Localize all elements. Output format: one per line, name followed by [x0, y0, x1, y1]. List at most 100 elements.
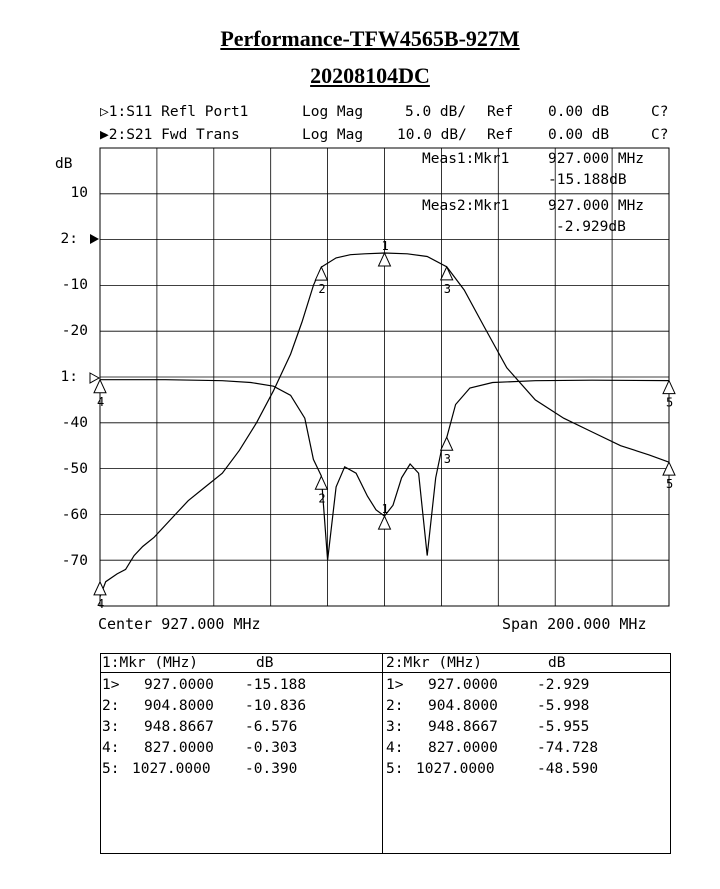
marker-triangle: [93, 580, 107, 596]
marker-triangle: [439, 436, 454, 451]
marker-number: 3: [444, 282, 451, 296]
marker-number: 5: [666, 396, 673, 410]
meas1-value: -15.188dB: [548, 172, 627, 188]
trace2-ref-value: 0.00 dB: [548, 127, 610, 143]
table-left-row-id: 3:: [102, 719, 120, 735]
trace1-ref: Ref: [487, 104, 514, 120]
marker-s21-5: 5: [662, 460, 676, 491]
marker-s21-2: 2: [314, 265, 329, 296]
y-tick-label: 2:: [60, 231, 78, 247]
table-right-row-value: -48.590: [537, 761, 599, 777]
marker-triangle: [662, 379, 676, 395]
marker-s21-1: 1: [377, 239, 392, 267]
trace2-format: Log Mag: [302, 127, 364, 143]
table-left-header-unit: dB: [256, 655, 274, 671]
chart-title: Performance-TFW4565B-927M: [220, 26, 520, 51]
y-tick-label: -10: [61, 277, 88, 293]
marker-table: [100, 653, 671, 854]
table-right-row-freq: 827.0000: [428, 740, 498, 756]
table-left-header-marker: 1:Mkr (MHz): [102, 655, 199, 671]
table-right-header-unit: dB: [548, 655, 566, 671]
marker-s11-3: 3: [439, 436, 454, 466]
y-tick-label: 1:: [60, 369, 78, 385]
marker-number: 5: [666, 477, 673, 491]
trace1-flag: C?: [651, 104, 669, 120]
marker-s11-4: 4: [93, 378, 107, 409]
y-tick-label: -50: [61, 461, 88, 477]
marker-number: 2: [318, 491, 325, 505]
table-left-row-freq: 1027.0000: [132, 761, 211, 777]
s21-ref-pointer: [90, 234, 99, 244]
trace2-scale: 10.0 dB/: [397, 127, 467, 143]
table-left-row-id: 2:: [102, 698, 120, 714]
marker-number: 4: [97, 395, 104, 409]
span-frequency: Span 200.000 MHz: [502, 615, 647, 633]
y-tick-label: -60: [61, 507, 88, 523]
marker-triangle: [377, 251, 392, 267]
table-right-row-freq: 927.0000: [428, 677, 498, 693]
chart-markers: 1 2 3 4 5 1 2 3 4 5: [93, 239, 676, 611]
meas2-value: -2.929dB: [556, 219, 626, 235]
y-unit-label: dB: [55, 156, 73, 172]
table-right-row-freq: 948.8667: [428, 719, 498, 735]
meas1-label: Meas1:Mkr1: [422, 151, 510, 167]
meas2-label: Meas2:Mkr1: [422, 198, 510, 214]
table-right-row-id: 5:: [386, 761, 404, 777]
marker-triangle: [314, 475, 329, 490]
table-right-row-value: -5.998: [537, 698, 590, 714]
table-right-row-value: -5.955: [537, 719, 590, 735]
y-tick-label: 10: [70, 185, 88, 201]
trace1-scale: 5.0 dB/: [405, 104, 467, 120]
y-tick-label: -20: [61, 323, 88, 339]
trace1-label: ▷1:S11 Refl Port1: [100, 104, 249, 120]
marker-number: 4: [97, 597, 104, 611]
s11-ref-pointer: [89, 372, 101, 384]
marker-number: 3: [444, 452, 451, 466]
center-frequency: Center 927.000 MHz: [98, 615, 261, 633]
table-right-row-value: -74.728: [537, 740, 599, 756]
table-right-row-id: 4:: [386, 740, 404, 756]
table-left-row-id: 1>: [102, 677, 120, 693]
table-left-row-freq: 904.8000: [144, 698, 214, 714]
chart-subtitle: 20208104DC: [310, 63, 430, 88]
table-right-row-freq: 904.8000: [428, 698, 498, 714]
marker-s11-5: 5: [662, 379, 676, 410]
marker-number: 2: [318, 282, 325, 296]
table-left-row-id: 4:: [102, 740, 120, 756]
table-right-header-marker: 2:Mkr (MHz): [386, 655, 483, 671]
table-left-row-freq: 948.8667: [144, 719, 214, 735]
marker-triangle: [93, 378, 107, 394]
table-left-row-value: -15.188: [245, 677, 307, 693]
table-left-row-id: 5:: [102, 761, 120, 777]
marker-s21-4: 4: [93, 580, 107, 611]
table-right-row-value: -2.929: [537, 677, 590, 693]
marker-triangle: [314, 265, 329, 281]
table-left-row-freq: 927.0000: [144, 677, 214, 693]
trace2-label: ▶2:S21 Fwd Trans: [100, 127, 240, 143]
table-left-row-freq: 827.0000: [144, 740, 214, 756]
table-right-row-id: 2:: [386, 698, 404, 714]
trace2-flag: C?: [651, 127, 669, 143]
table-left-row-value: -0.303: [245, 740, 298, 756]
table-left-row-value: -0.390: [245, 761, 298, 777]
marker-triangle: [439, 265, 454, 281]
meas2-freq: 927.000 MHz: [548, 198, 645, 214]
meas1-freq: 927.000 MHz: [548, 151, 645, 167]
y-tick-label: -40: [61, 415, 88, 431]
marker-triangle: [377, 514, 392, 530]
marker-number: 1: [382, 502, 389, 516]
trace1-format: Log Mag: [302, 104, 364, 120]
table-right-row-id: 1>: [386, 677, 404, 693]
marker-s21-3: 3: [439, 265, 454, 296]
chart-grid: [99, 147, 670, 607]
trace1-ref-value: 0.00 dB: [548, 104, 610, 120]
marker-number: 1: [382, 239, 389, 253]
table-left-row-value: -6.576: [245, 719, 298, 735]
table-right-row-id: 3:: [386, 719, 404, 735]
marker-s11-1: 1: [377, 502, 392, 530]
table-right-row-freq: 1027.0000: [416, 761, 495, 777]
trace-s11: [100, 379, 670, 561]
marker-s11-2: 2: [314, 475, 329, 505]
table-left-row-value: -10.836: [245, 698, 307, 714]
